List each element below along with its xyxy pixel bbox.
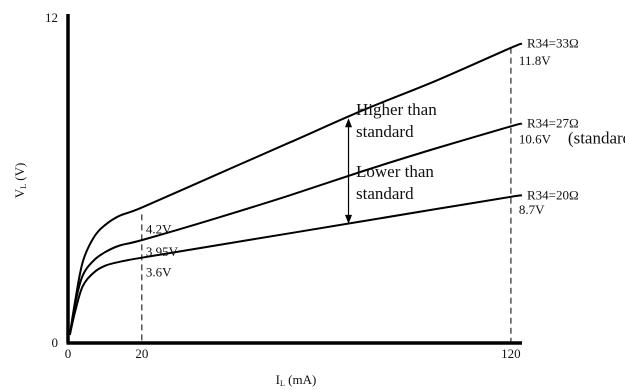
arrow-head-down (345, 214, 353, 224)
higher-than-standard-line-1: Higher than (356, 100, 437, 119)
y-axis-label: VL (V) (12, 163, 28, 199)
y-tick-label: 12 (45, 10, 58, 25)
value-labels: 4.2V 11.8V 3.95V 10.6V (standard) 3.6V 8.7V (146, 53, 625, 280)
series-line-1 (68, 42, 523, 336)
higher-than-standard-line-2: standard (356, 122, 414, 141)
value-label-120: 11.8V (519, 53, 551, 68)
value-label-20: 4.2V (146, 221, 172, 236)
value-label-20: 3.95V (146, 244, 179, 259)
value-label-120: 10.6V (519, 131, 552, 146)
axes: 0 20 120 0 12 IL (mA) VL (V) (12, 10, 522, 388)
value-label-20: 3.6V (146, 265, 172, 280)
reference-lines (141, 47, 512, 343)
x-axis-label: IL (mA) (276, 372, 317, 388)
y-tick-label: 0 (52, 335, 59, 350)
series-curves: R34=33Ω R34=27Ω R34=20Ω (68, 36, 579, 336)
x-tick-label: 20 (135, 346, 148, 361)
value-label-120: 8.7V (519, 202, 545, 217)
x-tick-label: 120 (501, 346, 521, 361)
lower-than-standard-line-1: Lower than (356, 162, 434, 181)
series-name-label: R34=20Ω (527, 187, 579, 202)
standard-note: (standard) (568, 128, 625, 147)
series-line-2 (68, 122, 523, 336)
series-line-3 (68, 194, 523, 336)
annotations: Higher than standard Lower than standard (345, 100, 437, 224)
series-name-label: R34=33Ω (527, 36, 579, 51)
lower-than-standard-line-2: standard (356, 184, 414, 203)
series-name-label: R34=27Ω (527, 116, 579, 131)
x-tick-label: 0 (65, 346, 72, 361)
arrow-head-up (345, 118, 353, 128)
